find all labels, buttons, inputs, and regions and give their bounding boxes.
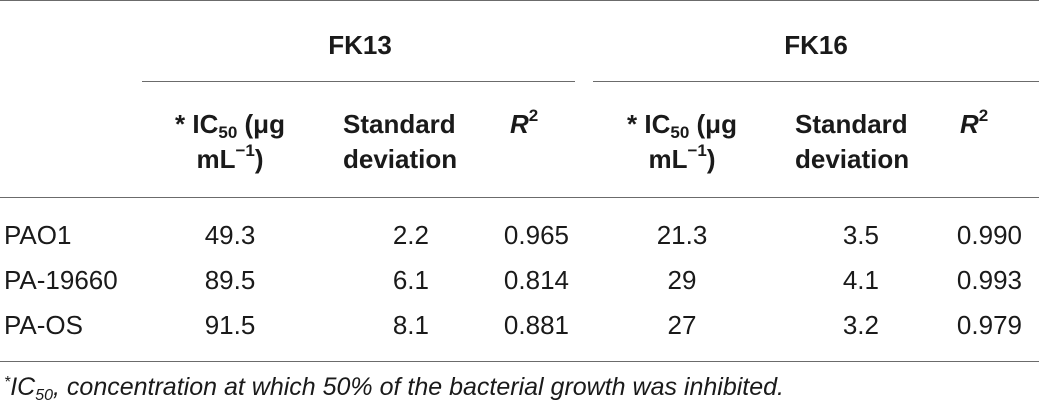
- r2-label: R: [510, 109, 529, 139]
- sd-line2: deviation: [343, 144, 458, 174]
- table-cell-fk13-ic50: 89.5: [204, 265, 256, 295]
- ic50-label: * IC: [175, 109, 219, 139]
- table-cell-fk13-r2: 0.814: [503, 265, 569, 295]
- table-footnote: *IC50, concentration at which 50% of the…: [4, 370, 784, 404]
- fk13-r2-header: R2: [510, 107, 570, 142]
- table-cell-fk16-sd: 3.2: [842, 310, 879, 340]
- ic50-unit-exponent: −1: [235, 141, 255, 160]
- sd-line2: deviation: [795, 144, 910, 174]
- top-rule: [0, 0, 1039, 1]
- table-cell-fk13-r2: 0.881: [503, 310, 569, 340]
- header-rule: [0, 197, 1039, 198]
- fk16-group-rule: [593, 81, 1039, 82]
- ic50-subscript: 50: [670, 123, 690, 142]
- ic50-unit: (μg: [237, 109, 285, 139]
- fk16-r2-header: R2: [960, 107, 1030, 142]
- bottom-rule: [0, 361, 1039, 362]
- fk13-ic50-header: * IC50 (μg mL−1): [150, 107, 310, 177]
- footnote-text: , concentration at which 50% of the bact…: [53, 373, 785, 401]
- table-cell-strain: PAO1: [4, 220, 72, 250]
- table-cell-fk13-sd: 8.1: [392, 310, 429, 340]
- table-cell-fk13-ic50: 91.5: [204, 310, 256, 340]
- r2-exponent: 2: [978, 106, 989, 125]
- ic50-unit-close: ): [706, 144, 716, 174]
- footnote-ic: IC: [10, 373, 36, 401]
- footnote-star: *: [4, 374, 11, 391]
- ic50-subscript: 50: [218, 123, 238, 142]
- sd-line1: Standard: [343, 109, 456, 139]
- group-header-fk16: FK16: [784, 30, 848, 60]
- table-cell-strain: PA-OS: [4, 310, 83, 340]
- table-cell-fk16-ic50: 29: [667, 265, 697, 295]
- table-cell-fk16-ic50: 21.3: [656, 220, 708, 250]
- table-cell-fk13-sd: 6.1: [392, 265, 429, 295]
- footnote-subscript: 50: [35, 387, 54, 404]
- table-cell-fk13-r2: 0.965: [503, 220, 569, 250]
- table-cell-fk16-sd: 3.5: [842, 220, 879, 250]
- group-header-fk13: FK13: [328, 30, 392, 60]
- table-cell-fk16-sd: 4.1: [842, 265, 879, 295]
- fk16-sd-header: Standard deviation: [795, 107, 935, 177]
- sd-line1: Standard: [795, 109, 908, 139]
- r2-exponent: 2: [528, 106, 539, 125]
- ic50-unit-exponent: −1: [687, 141, 707, 160]
- table-cell-fk16-r2: 0.990: [956, 220, 1022, 250]
- fk16-ic50-header: * IC50 (μg mL−1): [602, 107, 762, 177]
- table-cell-fk13-sd: 2.2: [392, 220, 429, 250]
- table-cell-strain: PA-19660: [4, 265, 118, 295]
- ic50-unit-close: ): [254, 144, 264, 174]
- table-cell-fk16-r2: 0.979: [956, 310, 1022, 340]
- ic50-unit-ml: mL: [648, 144, 688, 174]
- fk13-group-rule: [142, 81, 575, 82]
- fk13-sd-header: Standard deviation: [343, 107, 483, 177]
- ic50-unit-ml: mL: [196, 144, 236, 174]
- table-cell-fk16-r2: 0.993: [956, 265, 1022, 295]
- r2-label: R: [960, 109, 979, 139]
- ic50-unit: (μg: [689, 109, 737, 139]
- table-cell-fk13-ic50: 49.3: [204, 220, 256, 250]
- table-cell-fk16-ic50: 27: [667, 310, 697, 340]
- ic50-label: * IC: [627, 109, 671, 139]
